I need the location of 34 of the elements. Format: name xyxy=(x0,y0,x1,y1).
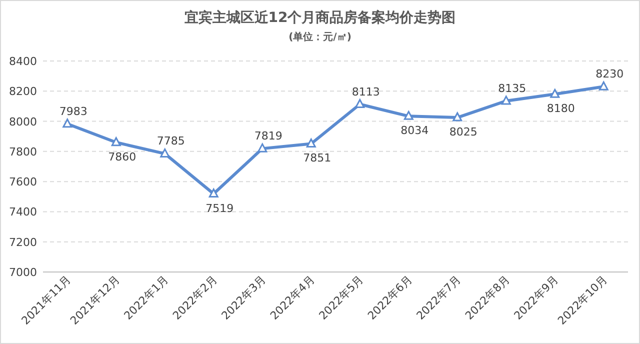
point xyxy=(452,112,462,122)
point xyxy=(258,143,268,152)
y-tick-label: 7000 xyxy=(9,266,37,279)
point xyxy=(501,96,511,105)
point xyxy=(404,110,414,120)
data-label: 8113 xyxy=(352,85,380,98)
data-label: 7819 xyxy=(254,130,282,143)
chart-subtitle: (单位：元/㎡) xyxy=(288,31,352,43)
data-label: 8230 xyxy=(596,68,624,81)
y-tick-label: 7800 xyxy=(9,145,37,158)
point xyxy=(355,99,365,108)
data-label: 7851 xyxy=(303,152,332,165)
data-label: 7860 xyxy=(108,150,136,164)
data-label: 8135 xyxy=(498,82,526,95)
data-label: 8034 xyxy=(400,124,429,138)
y-tick-label: 7200 xyxy=(9,236,37,249)
data-label: 7785 xyxy=(156,134,185,148)
y-tick-label: 8200 xyxy=(9,85,37,98)
point xyxy=(598,81,608,90)
point xyxy=(550,88,560,98)
y-tick-label: 7600 xyxy=(9,176,37,189)
point xyxy=(208,188,218,198)
point xyxy=(111,137,121,146)
data-label: 8180 xyxy=(546,102,575,116)
point xyxy=(62,118,72,128)
chart-title: 宜宾主城区近12个月商品房备案均价走势图 xyxy=(184,9,456,26)
y-tick-label: 7400 xyxy=(9,206,37,219)
data-label: 7519 xyxy=(206,202,234,215)
y-tick-label: 8000 xyxy=(9,115,37,128)
y-tick-label: 8400 xyxy=(9,55,37,68)
data-label: 7983 xyxy=(59,104,88,118)
point xyxy=(306,138,316,148)
data-label: 8025 xyxy=(449,126,478,139)
point xyxy=(160,148,170,158)
